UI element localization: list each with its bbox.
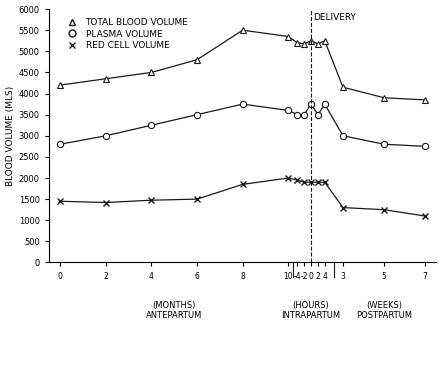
Legend: TOTAL BLOOD VOLUME, PLASMA VOLUME, RED CELL VOLUME: TOTAL BLOOD VOLUME, PLASMA VOLUME, RED C…: [61, 16, 190, 52]
Text: DELIVERY: DELIVERY: [313, 13, 356, 22]
Text: (WEEKS)
POSTPARTUM: (WEEKS) POSTPARTUM: [356, 300, 412, 320]
Text: (HOURS)
INTRAPARTUM: (HOURS) INTRAPARTUM: [282, 300, 341, 320]
Text: (MONTHS)
ANTEPARTUM: (MONTHS) ANTEPARTUM: [146, 300, 202, 320]
Y-axis label: BLOOD VOLUME (MLS): BLOOD VOLUME (MLS): [6, 86, 15, 186]
